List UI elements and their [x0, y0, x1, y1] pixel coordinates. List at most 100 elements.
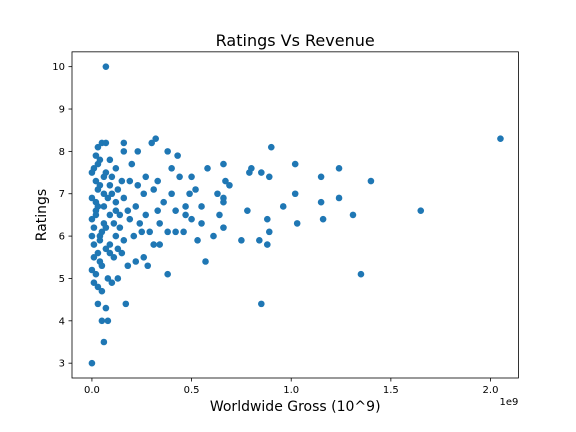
- data-point: [102, 245, 110, 253]
- data-point: [357, 270, 365, 278]
- data-point: [94, 143, 102, 151]
- y-tick-label: 4: [59, 316, 65, 327]
- x-tick-label: 1.0: [283, 385, 299, 396]
- data-point: [124, 262, 132, 270]
- data-point: [124, 207, 132, 214]
- data-point: [186, 190, 193, 198]
- data-point: [88, 266, 96, 274]
- data-point: [156, 241, 163, 248]
- data-point: [132, 203, 140, 210]
- data-point: [92, 152, 100, 159]
- data-point: [264, 215, 271, 223]
- y-tick-label: 7: [59, 189, 65, 200]
- data-point: [317, 173, 325, 181]
- data-point: [112, 198, 120, 206]
- data-point: [126, 177, 134, 185]
- data-point: [248, 165, 255, 172]
- data-point: [258, 169, 265, 176]
- x-tick-label: 0.5: [184, 385, 200, 396]
- data-point: [104, 317, 112, 325]
- x-axis-offset-label: 1e9: [500, 397, 519, 408]
- data-point: [154, 177, 161, 185]
- data-point: [132, 258, 140, 265]
- data-point: [188, 173, 195, 181]
- data-point: [176, 173, 183, 181]
- data-point: [164, 228, 171, 236]
- x-axis-ticks: 0.0 0.5 1.0 1.5 2.0: [84, 378, 498, 396]
- data-point: [100, 190, 108, 198]
- data-point: [267, 143, 275, 151]
- data-point: [90, 279, 98, 286]
- data-point: [198, 220, 205, 227]
- data-point: [226, 181, 233, 189]
- data-point: [98, 262, 106, 270]
- data-point: [192, 186, 199, 193]
- data-point: [144, 262, 152, 270]
- data-point: [214, 190, 221, 198]
- data-point: [94, 300, 102, 308]
- data-point: [238, 237, 245, 244]
- y-tick-label: 10: [52, 62, 65, 73]
- data-point: [106, 211, 114, 219]
- data-point: [180, 228, 187, 236]
- data-point: [120, 237, 128, 244]
- data-point: [100, 203, 108, 210]
- data-point: [94, 283, 102, 291]
- data-point: [90, 224, 98, 231]
- data-point: [114, 245, 122, 253]
- data-point: [94, 249, 102, 257]
- x-tick-label: 0.0: [84, 385, 100, 396]
- data-point: [220, 160, 227, 168]
- data-point: [94, 186, 102, 193]
- data-point: [102, 63, 110, 70]
- data-point: [88, 169, 96, 176]
- y-tick-label: 6: [59, 232, 65, 243]
- data-point: [335, 194, 343, 202]
- data-point: [150, 241, 158, 248]
- data-point: [134, 181, 142, 189]
- data-point: [172, 207, 179, 214]
- data-point: [116, 224, 124, 231]
- data-point: [140, 190, 148, 198]
- data-point: [92, 270, 100, 278]
- data-point: [112, 165, 120, 172]
- data-point: [134, 148, 142, 155]
- data-point: [222, 177, 229, 185]
- data-point: [114, 275, 122, 282]
- data-point: [92, 177, 100, 185]
- data-point: [122, 300, 130, 308]
- data-point: [106, 241, 114, 248]
- x-axis-label: Worldwide Gross (10^9): [210, 399, 381, 415]
- data-point: [98, 317, 106, 325]
- data-point: [94, 160, 102, 168]
- data-point: [367, 177, 375, 185]
- data-point: [497, 135, 504, 142]
- data-point: [116, 211, 124, 219]
- plot-frame: [71, 51, 519, 379]
- data-point: [154, 207, 161, 214]
- data-point: [88, 194, 96, 202]
- data-point: [264, 241, 271, 248]
- data-point: [291, 160, 299, 168]
- data-point: [88, 359, 96, 367]
- data-point: [142, 211, 150, 219]
- data-point: [319, 215, 327, 223]
- data-point: [98, 287, 106, 295]
- data-point: [256, 237, 263, 244]
- y-axis-label: Ratings: [34, 189, 50, 241]
- data-point: [168, 165, 175, 172]
- data-point: [156, 220, 163, 227]
- data-point: [106, 249, 114, 257]
- data-point: [120, 148, 128, 155]
- data-point: [164, 270, 171, 278]
- data-point: [114, 186, 122, 193]
- data-point: [120, 139, 128, 147]
- data-point: [220, 194, 227, 202]
- data-point: [417, 207, 425, 214]
- data-point: [108, 190, 116, 198]
- data-point: [220, 224, 227, 231]
- data-point: [102, 304, 110, 312]
- data-point: [106, 156, 114, 164]
- data-point: [202, 258, 209, 265]
